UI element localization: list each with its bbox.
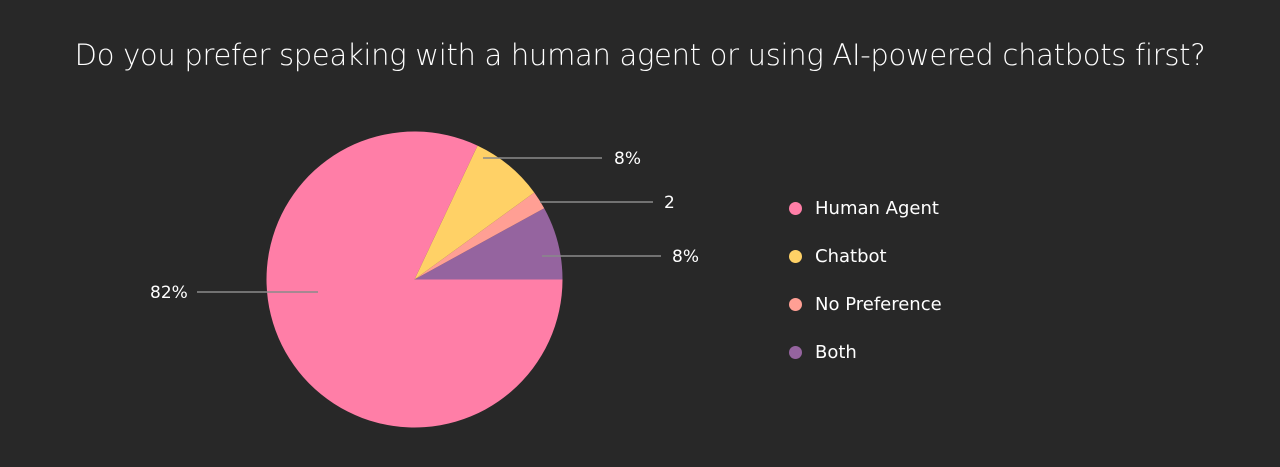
legend-item-chatbot[interactable]: Chatbot [789,244,942,268]
slice-both [414,208,563,280]
data-label-no-preference: 2 [664,193,675,213]
legend-item-both[interactable]: Both [789,340,942,364]
legend-dot-icon [789,249,802,263]
slice-chatbot [414,145,535,280]
legend-dot-icon [789,297,802,311]
data-label-human-agent: 82% [150,283,188,303]
data-label-both: 8% [672,247,699,267]
slice-no-preference [414,192,545,280]
data-label-chatbot: 8% [614,149,641,169]
legend-item-human-agent[interactable]: Human Agent [789,196,942,220]
legend: Human Agent Chatbot No Preference Both [789,196,942,388]
legend-dot-icon [789,201,802,215]
slice-human-agent [266,131,563,428]
chart-title: Do you prefer speaking with a human agen… [74,38,1206,72]
legend-dot-icon [789,345,802,359]
legend-item-no-preference[interactable]: No Preference [789,292,942,316]
